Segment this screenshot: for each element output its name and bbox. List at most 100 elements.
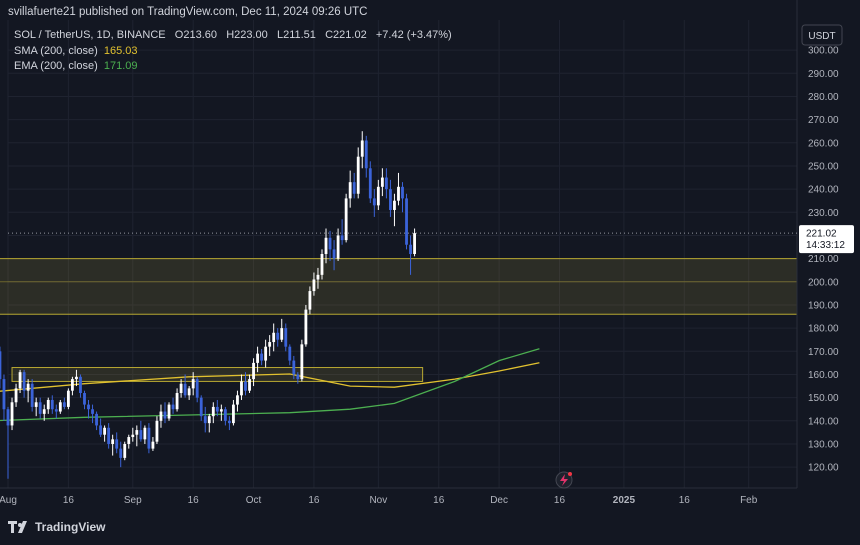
- candle-body: [83, 393, 86, 405]
- candle-body: [115, 439, 119, 449]
- x-tick-label: Sep: [124, 495, 142, 506]
- candle-body: [103, 427, 107, 435]
- y-tick-label: 170.00: [808, 347, 839, 358]
- candle-body: [70, 379, 74, 391]
- ema-row[interactable]: EMA (200, close) 171.09: [14, 59, 452, 75]
- x-tick-label: 16: [554, 495, 566, 506]
- candle-body: [0, 351, 2, 380]
- candle-body: [280, 328, 284, 340]
- currency-box: [801, 24, 843, 46]
- candle-body: [352, 182, 356, 194]
- candle-body: [316, 274, 320, 280]
- candle-body: [175, 393, 179, 410]
- candle-body: [34, 402, 38, 407]
- candle-body: [397, 186, 400, 201]
- candle-body: [268, 342, 272, 347]
- candle-body: [54, 409, 58, 412]
- markers: [8, 232, 797, 489]
- candle-body: [107, 427, 111, 444]
- candle-body: [10, 402, 14, 426]
- candle-body: [227, 420, 231, 424]
- candle-body: [300, 344, 304, 380]
- candle-body: [272, 332, 276, 343]
- candle-body: [135, 430, 139, 435]
- y-tick-label: 150.00: [808, 393, 839, 404]
- last-price-tag: [799, 225, 854, 254]
- chart-legend: SOL / TetherUS, 1D, BINANCE O213.60 H223…: [14, 28, 452, 75]
- y-tick-label: 210.00: [808, 254, 839, 265]
- x-tick-label: Aug: [0, 495, 17, 506]
- y-tick-label: 120.00: [808, 463, 839, 474]
- candle-body: [312, 279, 316, 292]
- candle-body: [30, 383, 34, 407]
- last-price-label: 221.02: [806, 229, 837, 240]
- candle-body: [127, 437, 131, 444]
- low-value: 211.51: [283, 29, 316, 41]
- candle-body: [75, 376, 78, 380]
- candle-body: [393, 200, 396, 210]
- y-tick-label: 230.00: [808, 208, 839, 219]
- candle-body: [155, 420, 159, 442]
- y-tick-label: 180.00: [808, 324, 839, 335]
- candle-body: [384, 177, 388, 190]
- support-zone: [0, 258, 798, 315]
- candle-body: [256, 353, 259, 363]
- candle-body: [264, 346, 268, 361]
- candle-body: [413, 233, 416, 254]
- countdown-label: 14:33:12: [806, 240, 845, 251]
- candle-body: [360, 140, 364, 157]
- y-tick-label: 140.00: [808, 416, 839, 427]
- y-tick-label: 280.00: [808, 92, 839, 103]
- candle-body: [195, 379, 199, 398]
- currency-label: USDT: [808, 31, 835, 42]
- candle-body: [147, 427, 151, 449]
- symbol-name[interactable]: SOL / TetherUS, 1D, BINANCE: [14, 29, 166, 41]
- sma-label: SMA (200, close): [14, 44, 98, 57]
- footer-bar: [0, 513, 860, 540]
- x-tick-label: Oct: [246, 495, 262, 506]
- candle-body: [405, 198, 408, 245]
- candle-body: [66, 390, 70, 407]
- support-zone: [11, 367, 424, 382]
- candles: [0, 131, 416, 479]
- candle-body: [91, 409, 94, 414]
- candle-body: [223, 409, 227, 421]
- x-tick-label: 16: [679, 495, 691, 506]
- candle-body: [211, 406, 215, 417]
- tradingview-logo[interactable]: TradingView: [8, 520, 105, 534]
- y-tick-label: 250.00: [808, 161, 839, 172]
- candle-body: [123, 443, 127, 458]
- candle-body: [356, 156, 360, 194]
- candle-body: [276, 332, 280, 340]
- candle-body: [42, 409, 46, 414]
- candle-body: [324, 237, 328, 254]
- candle-body: [332, 249, 336, 259]
- candle-body: [288, 346, 292, 361]
- publisher-line: svillafuerte21 published on TradingView.…: [8, 6, 368, 18]
- candle-body: [304, 309, 308, 345]
- candle-body: [199, 397, 203, 417]
- candle-body: [95, 413, 98, 426]
- candle-body: [87, 404, 90, 410]
- candle-body: [159, 411, 163, 421]
- candle-body: [308, 291, 312, 310]
- candle-body: [409, 244, 412, 254]
- ema-line: [0, 348, 540, 422]
- candle-body: [187, 388, 191, 396]
- y-tick-label: 270.00: [808, 115, 839, 126]
- candle-body: [22, 372, 26, 391]
- candle-body: [38, 402, 42, 414]
- candle-body: [207, 416, 211, 424]
- price-axis-bg: [797, 0, 860, 540]
- candle-body: [219, 409, 223, 412]
- y-tick-label: 260.00: [808, 138, 839, 149]
- candle-body: [151, 441, 155, 449]
- candle-body: [111, 439, 115, 444]
- sma-row[interactable]: SMA (200, close) 165.03: [14, 44, 452, 60]
- moving-averages: [0, 348, 540, 422]
- candle-body: [46, 399, 50, 410]
- candle-body: [248, 379, 251, 391]
